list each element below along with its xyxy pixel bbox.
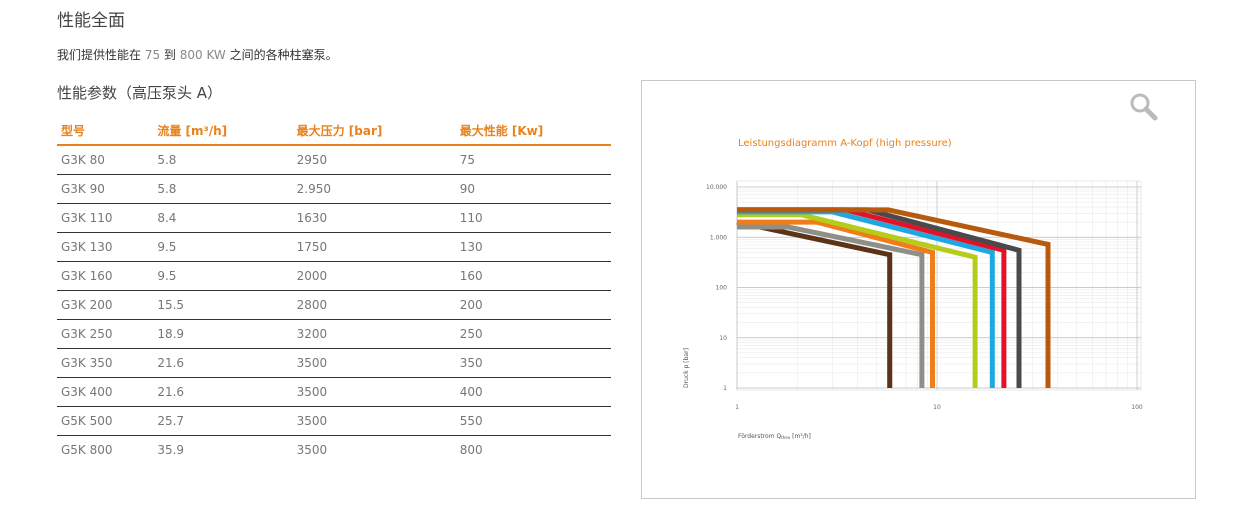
x-tick-label: 10 — [933, 404, 941, 411]
table-cell: G3K 350 — [57, 348, 154, 378]
table-cell: G3K 250 — [57, 319, 154, 349]
table-cell: G3K 160 — [57, 261, 154, 291]
table-cell: 3500 — [292, 406, 456, 436]
x-axis-label: Förderstrom Qtheo [m³/h] — [738, 433, 811, 440]
zoom-icon[interactable] — [1130, 93, 1158, 121]
table-cell: 550 — [455, 406, 611, 436]
table-cell: 3500 — [292, 348, 456, 378]
table-cell: 3500 — [292, 377, 456, 407]
series-line — [737, 212, 978, 388]
table-cell: 2800 — [292, 290, 456, 320]
y-tick-label: 10.000 — [706, 184, 727, 191]
table-cell: 75 — [455, 145, 611, 175]
table-cell: G3K 110 — [57, 203, 154, 233]
table-cell: 2000 — [292, 261, 456, 291]
table-cell: 200 — [455, 290, 611, 320]
table-cell: 250 — [455, 319, 611, 349]
section-title: 性能参数（高压泵头 A） — [57, 84, 223, 102]
table-cell: 2950 — [292, 145, 456, 175]
column-header: 型号 — [57, 116, 154, 146]
y-tick-label: 1 — [723, 385, 727, 392]
table-row: G5K 800 35.9 3500 800 — [57, 436, 611, 465]
table-cell: 9.5 — [153, 232, 293, 262]
x-axis-label-sub: theo — [781, 435, 791, 440]
table-row: G3K 130 9.5 1750 130 — [57, 232, 611, 262]
table-cell: 160 — [455, 261, 611, 291]
diagram-frame[interactable] — [641, 80, 1196, 499]
table-row: G3K 110 8.4 1630 110 — [57, 203, 611, 233]
table-cell: G5K 800 — [61, 443, 113, 457]
table-row: G3K 350 21.6 3500 350 — [57, 348, 611, 378]
table-cell: 21.6 — [153, 377, 293, 407]
y-tick-label: 100 — [716, 285, 728, 292]
intro-text: 我们提供性能在 — [57, 48, 145, 62]
table-cell: 25.7 — [153, 406, 293, 436]
spec-table: 型号 流量 [m³/h] 最大压力 [bar] 最大性能 [Kw] G3K 80 5.8 2… — [57, 116, 611, 464]
table-row: G3K 90 5.8 2.950 90 — [57, 174, 611, 204]
table-cell: 400 — [455, 377, 611, 407]
intro-number: 75 — [144, 48, 161, 62]
table-cell: G5K 500 — [57, 406, 154, 436]
header-row: 型号 流量 [m³/h] 最大压力 [bar] 最大性能 [Kw] — [57, 116, 611, 146]
intro-number: 800 KW — [179, 48, 226, 62]
table-cell: 3200 — [292, 319, 456, 349]
table-row: G3K 80 5.8 2950 75 — [57, 145, 611, 175]
table-cell: 130 — [455, 232, 611, 262]
table-cell: 35.9 — [157, 443, 185, 457]
table-cell: 3500 — [296, 443, 328, 457]
table-cell: G3K 90 — [57, 174, 154, 204]
x-tick-label: 1 — [735, 404, 739, 411]
table-cell: 5.8 — [153, 174, 293, 204]
page-title: 性能全面 — [57, 11, 125, 31]
y-tick-label: 1.000 — [710, 234, 727, 241]
table-row: G5K 500 25.7 3500 550 — [57, 406, 611, 436]
y-tick-label: 10 — [719, 335, 727, 342]
column-header: 最大性能 [Kw] — [455, 116, 611, 146]
table-cell: 1750 — [292, 232, 456, 262]
x-axis-label-unit: [m³/h] — [790, 433, 811, 440]
table-cell: 8.4 — [153, 203, 293, 233]
table-cell: 21.6 — [153, 348, 293, 378]
series-line — [736, 219, 893, 388]
x-axis-label-text: Förderstrom Q — [738, 433, 781, 440]
table-cell: 90 — [455, 174, 611, 204]
table-cell: G3K 200 — [57, 290, 154, 320]
table-cell: 9.5 — [153, 261, 293, 291]
column-header: 流量 [m³/h] — [153, 116, 293, 146]
table-cell: G3K 80 — [57, 145, 154, 175]
table-cell: 5.8 — [153, 145, 293, 175]
table-cell: 18.9 — [153, 319, 293, 349]
x-tick-label: 100 — [1131, 404, 1143, 411]
intro-text: 到 — [160, 48, 180, 62]
table-row: G3K 250 18.9 3200 250 — [57, 319, 611, 349]
table-cell: 15.5 — [153, 290, 293, 320]
table-cell: 800 — [459, 443, 483, 457]
intro-text: 之间的各种柱塞泵。 — [225, 48, 338, 62]
y-axis-label: Druck p [bar] — [683, 348, 690, 388]
intro: 我们提供性能在 75 到 800 KW 之间的各种柱塞泵。 — [57, 46, 338, 63]
table-cell: 110 — [455, 203, 611, 233]
table-cell: 350 — [455, 348, 611, 378]
chart-title: Leistungsdiagramm A-Kopf (high pressure) — [738, 138, 952, 149]
table-cell: 2.950 — [292, 174, 456, 204]
series-line — [737, 219, 935, 388]
series-line — [737, 207, 1051, 388]
table-cell: 1630 — [292, 203, 456, 233]
series-line — [737, 224, 925, 388]
table-row: G3K 160 9.5 2000 160 — [57, 261, 611, 291]
column-header: 最大压力 [bar] — [292, 116, 456, 146]
table-row: G3K 400 21.6 3500 400 — [57, 377, 611, 407]
table-cell: G3K 130 — [57, 232, 154, 262]
table-row: G3K 200 15.5 2800 200 — [57, 290, 611, 320]
table-cell: G3K 400 — [57, 377, 154, 407]
